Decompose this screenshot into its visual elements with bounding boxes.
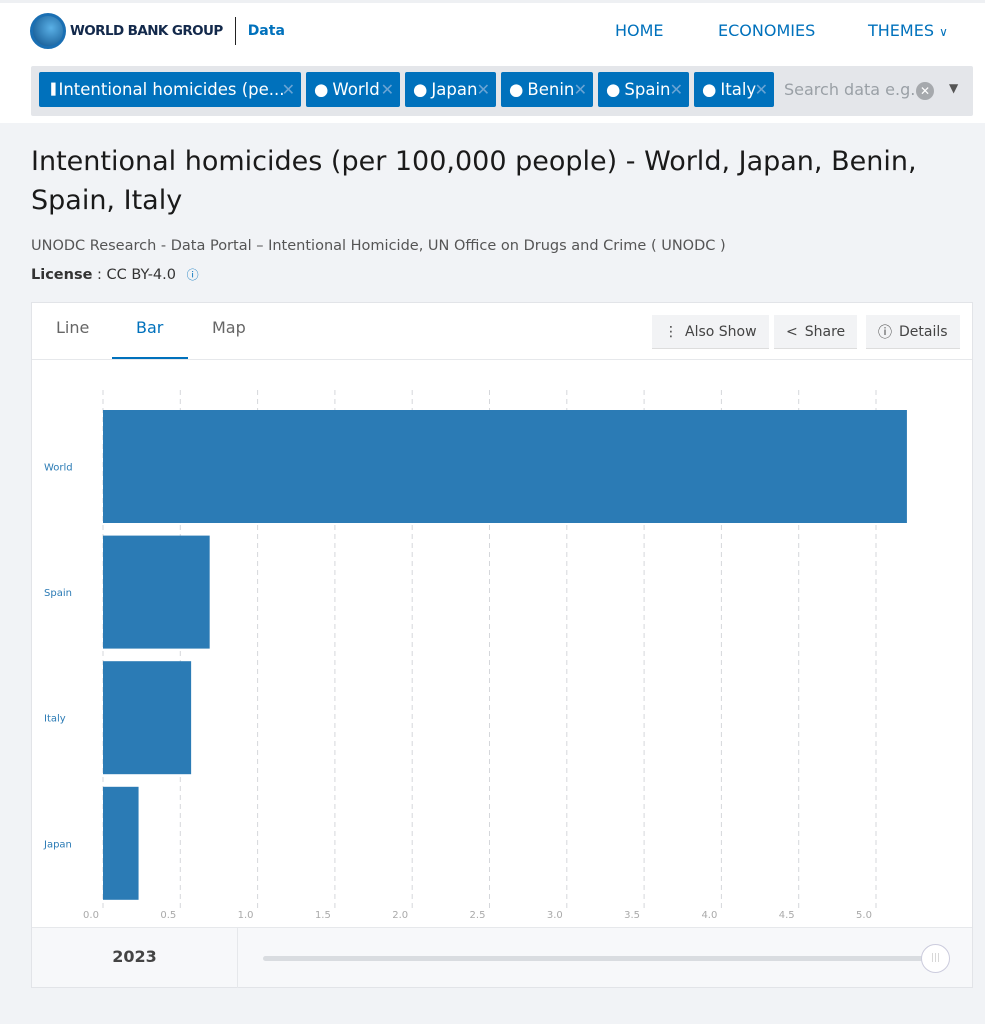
bar-italy xyxy=(103,661,192,775)
nav-themes[interactable]: THEMES ∨ xyxy=(868,21,948,40)
button-label: Also Show xyxy=(685,323,757,340)
nav-home[interactable]: HOME xyxy=(615,21,664,40)
x-tick-label: 1.0 xyxy=(238,910,254,921)
bar-chart: 0.0 0.5 1.0 1.5 2.0 2.5 3.0 3.5 4.0 4.5 5.0 World Sp… xyxy=(43,390,907,921)
chip-label: Italy xyxy=(720,80,757,99)
share-button[interactable]: < Share xyxy=(774,315,858,349)
x-tick-label: 0.0 xyxy=(83,910,99,921)
divider xyxy=(234,17,236,45)
license-value: : CC BY-4.0 xyxy=(97,267,176,283)
chip-label: World xyxy=(332,80,380,99)
chip-spain[interactable]: ● Spain ✕ xyxy=(598,72,689,107)
clear-icon[interactable]: ✕ xyxy=(916,82,934,100)
x-tick-label: 3.5 xyxy=(624,910,640,921)
globe-icon xyxy=(30,13,66,49)
share-icon: < xyxy=(786,323,798,340)
chip-label: Spain xyxy=(624,80,671,99)
info-icon[interactable]: ⓘ xyxy=(186,268,199,282)
bar-chart-icon: ▐ xyxy=(47,83,56,96)
location-pin-icon: ● xyxy=(413,80,428,99)
x-tick-label: 5.0 xyxy=(856,910,872,921)
button-label: Share xyxy=(804,323,846,340)
data-link[interactable]: Data xyxy=(247,23,285,39)
caret-down-icon[interactable]: ▼ xyxy=(949,81,959,95)
chip-italy[interactable]: ● Italy ✕ xyxy=(694,72,774,107)
x-tick-label: 0.5 xyxy=(160,910,176,921)
more-vertical-icon: ⋮ xyxy=(664,323,678,340)
brand-name: WORLD BANK GROUP xyxy=(70,23,223,39)
year-slider-handle[interactable]: ||| xyxy=(921,944,950,973)
x-tick-label: 2.0 xyxy=(392,910,408,921)
license-label: License xyxy=(31,267,93,283)
chip-indicator[interactable]: ▐ Intentional homicides (pe... ✕ xyxy=(39,72,301,107)
bar-spain xyxy=(103,535,210,649)
y-category-label: Spain xyxy=(44,588,72,599)
chart-card: Line Bar Map ⋮ Also Show < Share ⓘ Details … xyxy=(31,302,973,988)
timeline: 2023 ||| xyxy=(32,927,972,988)
location-pin-icon: ● xyxy=(606,80,621,99)
x-tick-label: 2.5 xyxy=(470,910,486,921)
source-text: UNODC Research - Data Portal – Intention… xyxy=(31,238,726,254)
top-header: WORLD BANK GROUP Data HOME ECONOMIES THE… xyxy=(0,0,985,123)
chevron-down-icon: ∨ xyxy=(939,25,948,39)
details-button[interactable]: ⓘ Details xyxy=(866,315,960,349)
y-category-label: Italy xyxy=(44,714,66,725)
also-show-button[interactable]: ⋮ Also Show xyxy=(652,315,769,349)
nav-themes-label: THEMES xyxy=(868,21,934,40)
x-tick-label: 1.5 xyxy=(315,910,331,921)
tab-bar[interactable]: Bar xyxy=(136,318,164,337)
search-input[interactable]: Search data e.g. xyxy=(784,80,916,99)
x-tick-label: 4.0 xyxy=(701,910,717,921)
year-slider-track[interactable] xyxy=(263,956,933,961)
y-category-label: Japan xyxy=(43,839,72,850)
tab-map[interactable]: Map xyxy=(212,318,246,337)
close-icon[interactable]: ✕ xyxy=(281,80,295,99)
close-icon[interactable]: ✕ xyxy=(573,80,587,99)
bar-world xyxy=(103,410,907,523)
world-bank-logo[interactable]: WORLD BANK GROUP Data xyxy=(30,13,285,49)
close-icon[interactable]: ✕ xyxy=(669,80,683,99)
x-tick-label: 4.5 xyxy=(779,910,795,921)
page-title: Intentional homicides (per 100,000 peopl… xyxy=(31,146,917,216)
chip-benin[interactable]: ● Benin ✕ xyxy=(501,72,593,107)
info-icon: ⓘ xyxy=(878,324,892,341)
tab-line[interactable]: Line xyxy=(56,318,90,337)
y-category-label: World xyxy=(44,463,73,474)
active-tab-indicator xyxy=(112,357,188,359)
bar-japan xyxy=(103,786,139,900)
chip-label: Benin xyxy=(527,80,575,99)
x-tick-label: 3.0 xyxy=(547,910,563,921)
close-icon[interactable]: ✕ xyxy=(476,80,490,99)
nav-economies[interactable]: ECONOMIES xyxy=(718,21,816,40)
close-icon[interactable]: ✕ xyxy=(380,80,394,99)
chip-label: Intentional homicides (pe... xyxy=(58,80,285,99)
location-pin-icon: ● xyxy=(314,80,329,99)
location-pin-icon: ● xyxy=(702,80,717,99)
button-label: Details xyxy=(899,323,948,340)
license: License : CC BY-4.0 ⓘ xyxy=(31,266,199,283)
divider xyxy=(32,359,972,360)
close-icon[interactable]: ✕ xyxy=(754,80,768,99)
chip-world[interactable]: ● World ✕ xyxy=(306,72,400,107)
year-label: 2023 xyxy=(32,928,238,988)
chip-label: Japan xyxy=(431,80,478,99)
filter-bar: ▐ Intentional homicides (pe... ✕ ● World ✕ ●… xyxy=(31,66,973,116)
location-pin-icon: ● xyxy=(509,80,524,99)
chip-japan[interactable]: ● Japan ✕ xyxy=(405,72,496,107)
